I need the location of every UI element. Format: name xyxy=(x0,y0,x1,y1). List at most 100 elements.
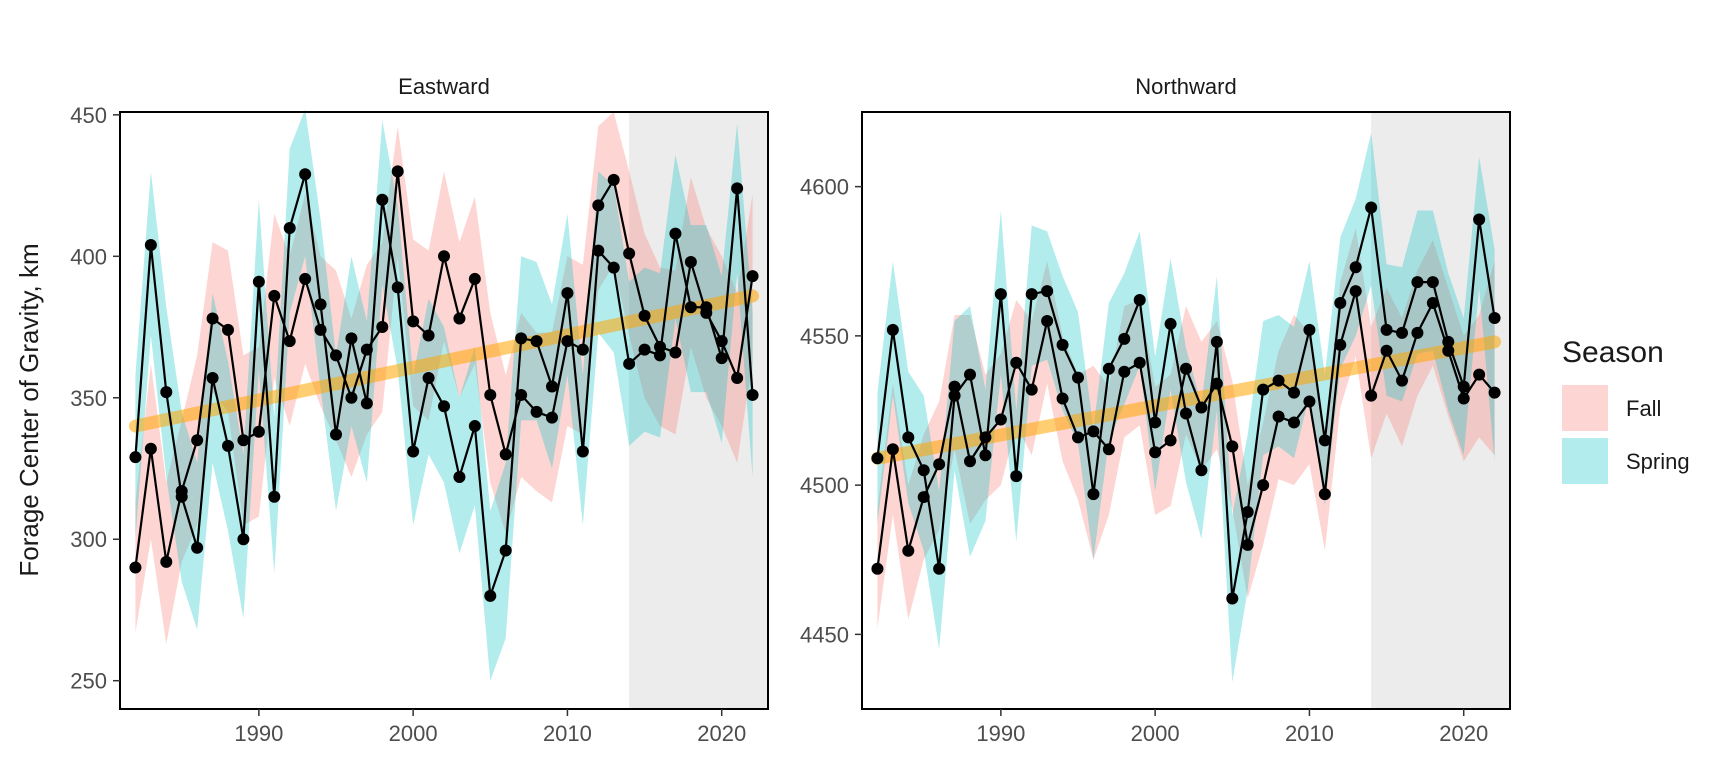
data-point-spring-northward xyxy=(1426,276,1439,289)
data-point-spring-eastward xyxy=(592,244,605,257)
legend-label-spring: Spring xyxy=(1626,449,1690,474)
data-point-spring-eastward xyxy=(222,439,234,452)
data-point-spring-northward xyxy=(1041,285,1054,298)
data-point-spring-northward xyxy=(1056,338,1069,351)
y-tick-label-northward: 4600 xyxy=(800,175,849,200)
data-point-spring-eastward xyxy=(499,544,512,557)
y-tick-label-northward: 4450 xyxy=(800,622,849,647)
data-point-fall-northward xyxy=(994,413,1007,426)
data-point-spring-northward xyxy=(933,562,946,575)
legend: Season Fall Spring xyxy=(1562,336,1690,484)
data-point-fall-eastward xyxy=(484,388,497,401)
data-point-fall-northward xyxy=(1257,479,1270,492)
data-point-spring-eastward xyxy=(638,343,651,356)
data-point-fall-eastward xyxy=(453,312,466,325)
data-point-fall-eastward xyxy=(546,411,558,424)
data-point-spring-northward xyxy=(1241,505,1254,518)
data-point-fall-eastward xyxy=(252,425,265,438)
data-point-fall-eastward xyxy=(299,272,312,285)
data-point-spring-northward xyxy=(1411,276,1424,289)
data-point-spring-eastward xyxy=(715,352,728,365)
data-point-fall-northward xyxy=(1072,431,1084,444)
data-point-fall-northward xyxy=(1087,425,1100,438)
data-point-fall-eastward xyxy=(561,335,574,348)
data-point-spring-eastward xyxy=(330,428,342,441)
data-point-spring-northward xyxy=(1164,317,1177,330)
data-point-fall-eastward xyxy=(468,272,481,285)
data-point-spring-northward xyxy=(1195,464,1208,477)
data-point-spring-northward xyxy=(1025,288,1038,301)
y-tick-label-eastward: 350 xyxy=(70,386,107,411)
data-point-fall-eastward xyxy=(391,165,404,178)
data-point-spring-eastward xyxy=(576,445,589,458)
data-point-fall-eastward xyxy=(669,346,682,359)
data-point-fall-northward xyxy=(871,562,884,575)
y-tick-label-northward: 4500 xyxy=(800,473,849,498)
data-point-spring-eastward xyxy=(191,541,204,554)
data-point-spring-northward xyxy=(994,288,1007,301)
y-tick-label-eastward: 400 xyxy=(70,244,107,269)
data-point-spring-northward xyxy=(1442,335,1455,348)
legend-title: Season xyxy=(1562,336,1664,369)
data-point-spring-eastward xyxy=(607,261,620,274)
data-point-spring-eastward xyxy=(484,589,497,602)
data-point-fall-northward xyxy=(1226,440,1239,453)
data-point-fall-northward xyxy=(979,431,992,444)
panel-northward: Northward 1990 2000 2010 2020 4450 4500 4550 460… xyxy=(800,74,1511,746)
data-point-fall-northward xyxy=(1180,362,1192,375)
data-point-fall-eastward xyxy=(144,442,157,455)
data-point-spring-eastward xyxy=(360,397,373,410)
data-point-spring-eastward xyxy=(314,298,327,311)
data-point-fall-eastward xyxy=(499,448,512,461)
data-point-spring-eastward xyxy=(468,420,481,433)
data-point-fall-northward xyxy=(964,455,976,468)
data-point-fall-eastward xyxy=(206,312,219,325)
data-point-spring-northward xyxy=(1349,261,1362,274)
data-point-spring-northward xyxy=(1072,371,1084,384)
data-point-spring-eastward xyxy=(268,490,281,503)
data-point-fall-northward xyxy=(1195,401,1208,414)
data-point-fall-northward xyxy=(1056,392,1069,405)
data-point-fall-eastward xyxy=(684,255,697,268)
y-tick-label-eastward: 250 xyxy=(70,669,107,694)
data-point-spring-eastward xyxy=(175,490,188,503)
data-point-fall-eastward xyxy=(438,250,450,263)
data-point-spring-eastward xyxy=(299,168,312,181)
data-point-fall-northward xyxy=(933,458,946,471)
data-point-spring-eastward xyxy=(731,182,744,195)
x-tick-label-eastward: 1990 xyxy=(234,721,283,746)
data-point-fall-northward xyxy=(1318,488,1331,501)
data-point-fall-northward xyxy=(1241,538,1254,551)
data-point-fall-northward xyxy=(902,544,915,557)
data-point-spring-northward xyxy=(1288,386,1300,399)
data-point-spring-northward xyxy=(1272,374,1285,387)
data-point-spring-eastward xyxy=(654,349,666,362)
data-point-spring-northward xyxy=(964,368,976,381)
data-point-spring-northward xyxy=(1380,323,1393,336)
data-point-fall-eastward xyxy=(592,199,605,212)
data-point-spring-eastward xyxy=(160,386,173,399)
panel-border-eastward xyxy=(119,111,769,710)
data-point-fall-northward xyxy=(1349,285,1362,298)
data-point-spring-northward xyxy=(1457,380,1470,393)
data-point-spring-eastward xyxy=(669,227,682,240)
data-point-spring-eastward xyxy=(530,335,543,348)
data-point-fall-eastward xyxy=(191,434,204,447)
data-point-fall-northward xyxy=(1380,344,1393,357)
data-point-fall-eastward xyxy=(237,434,250,447)
data-point-fall-eastward xyxy=(607,173,620,186)
data-point-fall-northward xyxy=(1442,344,1455,357)
data-point-fall-eastward xyxy=(731,371,744,384)
data-point-fall-northward xyxy=(1025,383,1038,396)
data-point-spring-eastward xyxy=(345,332,358,345)
legend-swatch-spring xyxy=(1562,438,1608,484)
legend-label-fall: Fall xyxy=(1626,396,1661,421)
data-point-fall-eastward xyxy=(129,561,142,574)
x-tick-label-eastward: 2000 xyxy=(389,721,438,746)
y-axis-label: Forage Center of Gravity, km xyxy=(14,243,44,576)
data-point-spring-eastward xyxy=(376,193,389,206)
data-point-spring-northward xyxy=(1365,201,1378,214)
x-tick-label-northward: 1990 xyxy=(976,721,1025,746)
data-point-fall-eastward xyxy=(746,270,759,283)
data-point-spring-northward xyxy=(1396,326,1408,339)
